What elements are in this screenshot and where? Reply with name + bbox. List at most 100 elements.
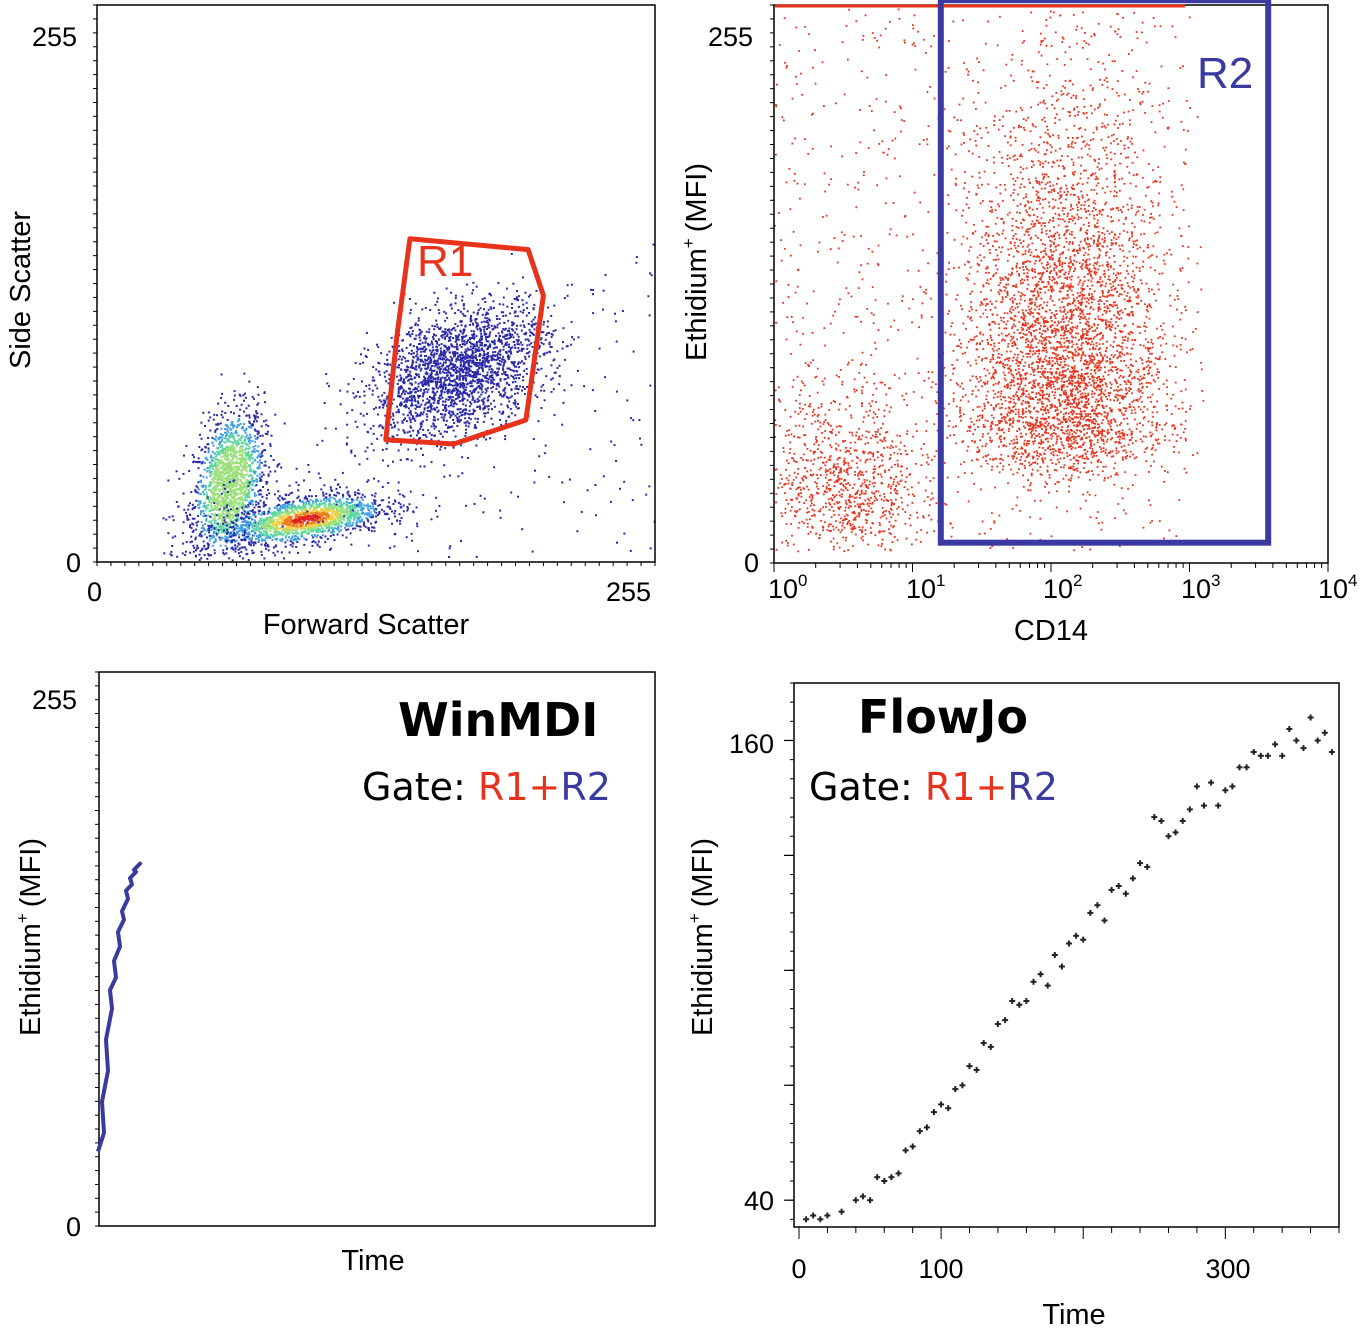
panel-a-point [488, 346, 491, 348]
panel-a-point [535, 371, 538, 374]
panel-a-point [256, 403, 259, 406]
panel-a-point [402, 510, 405, 513]
panel-a-point [452, 374, 455, 377]
panel-a-point [215, 499, 218, 502]
panel-a-point [225, 532, 228, 535]
panel-a-point [248, 527, 251, 530]
panel-a-point [410, 399, 413, 402]
panel-a-point [412, 360, 415, 363]
panel-a-point [228, 427, 231, 430]
panel-a-point [427, 342, 429, 345]
panel-a-point [276, 523, 279, 526]
panel-a-point [417, 319, 420, 322]
panel-a-point [235, 510, 238, 513]
panel-a-point [238, 533, 241, 536]
panel-a-point [222, 531, 225, 534]
panel-a-point [320, 525, 323, 528]
panel-a-point [324, 517, 327, 520]
panel-a-point [497, 339, 500, 342]
panel-a-point [202, 475, 205, 478]
panel-a-point [556, 367, 559, 369]
panel-a-point [348, 514, 351, 517]
panel-a-point [484, 405, 486, 408]
panel-a-point [459, 310, 462, 313]
panel-a-point [330, 488, 333, 491]
panel-a-point [359, 501, 362, 504]
panel-a-point [370, 516, 373, 519]
panel-a-point [314, 526, 317, 529]
panel-a-point [323, 505, 326, 508]
panel-a-point [356, 496, 359, 499]
panel-a-point [263, 557, 266, 560]
panel-a-point [422, 411, 425, 414]
panel-a-point [243, 491, 246, 494]
panel-a-point [430, 405, 433, 408]
panel-a-point [248, 451, 250, 454]
panel-a-point [263, 392, 266, 394]
panel-a-point [474, 374, 477, 377]
panel-a-point [230, 534, 233, 536]
panel-a-point [219, 544, 222, 547]
panel-a-point [265, 494, 268, 496]
panel-a-point [235, 476, 238, 479]
panel-a-point [346, 436, 349, 439]
panel-a-point [364, 525, 367, 528]
panel-a-point [224, 528, 227, 531]
panel-a-point [246, 523, 249, 526]
panel-a-point [550, 364, 553, 367]
panel-a-point [322, 519, 324, 522]
panel-a-point [237, 519, 240, 522]
panel-a-point [300, 500, 303, 503]
panel-a-point [464, 314, 467, 317]
panel-a-point [221, 505, 224, 508]
panel-a-point [272, 546, 275, 549]
panel-a-point [497, 370, 500, 373]
panel-a-point [256, 456, 259, 459]
panel-a-point [215, 423, 218, 426]
panel-a-point [262, 525, 264, 528]
panel-a-point [291, 536, 294, 539]
panel-a-point [341, 534, 344, 537]
panel-a-point [236, 472, 239, 474]
panel-a-point [441, 358, 444, 361]
panel-a-point [372, 526, 375, 529]
panel-a-point [250, 537, 253, 540]
panel-a-point [354, 491, 356, 494]
panel-a-point [517, 305, 520, 308]
panel-a-point [427, 358, 430, 360]
panel-a-point [465, 369, 468, 372]
panel-a-point [461, 343, 464, 345]
panel-a-point [280, 466, 283, 469]
panel-a-point [196, 486, 199, 489]
panel-a-point [267, 474, 270, 477]
panel-a-point [227, 478, 230, 481]
panel-a-point [457, 389, 460, 392]
panel-a-point [230, 483, 233, 486]
panel-a-point [241, 486, 244, 489]
panel-a-point [251, 395, 254, 398]
panel-a-point [273, 506, 276, 509]
panel-a-point [410, 413, 413, 416]
panel-a-point [484, 313, 487, 316]
panel-a-point [233, 504, 236, 507]
panel-a-point [237, 517, 240, 520]
panel-a-point [296, 509, 299, 512]
panel-a-point [423, 408, 426, 411]
panel-a-point [220, 396, 222, 399]
panel-a-point [498, 410, 501, 413]
panel-a-point [527, 339, 530, 342]
panel-a-point [244, 524, 247, 527]
panel-a-point [201, 486, 204, 488]
panel-a-point [219, 513, 222, 516]
panel-a-point [259, 521, 262, 524]
panel-a-point [459, 361, 462, 364]
panel-a-point [225, 447, 228, 450]
panel-a-point [264, 401, 267, 404]
panel-a-point [229, 518, 232, 521]
panel-a-point [528, 350, 531, 353]
panel-a-point [247, 437, 249, 440]
panel-a-point [292, 538, 295, 541]
panel-a-point [359, 516, 362, 518]
panel-a-point [268, 523, 270, 526]
panel-a-point [231, 502, 234, 505]
